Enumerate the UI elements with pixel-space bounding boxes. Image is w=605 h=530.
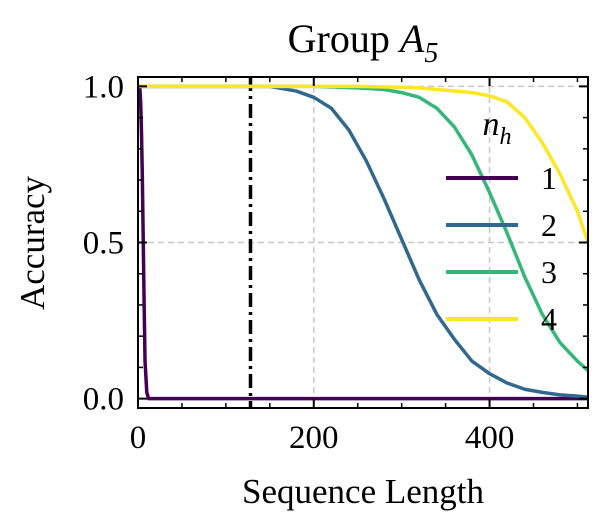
x-tick-label: 400 (465, 420, 515, 456)
legend-label-1: 1 (541, 160, 557, 196)
chart-title-text: Group (288, 16, 400, 61)
legend-title-sub: h (500, 124, 512, 150)
legend-label-4: 4 (541, 301, 557, 337)
series-line-3 (138, 84, 588, 372)
x-tick-label: 0 (130, 420, 147, 456)
legend: nh 1 2 3 4 (446, 106, 557, 337)
legend-label-2: 2 (541, 207, 557, 243)
legend-title: nh (483, 106, 512, 150)
x-axis-label: Sequence Length (242, 472, 484, 511)
y-axis-label: Accuracy (13, 175, 52, 310)
legend-label-3: 3 (541, 254, 557, 290)
series-line-4 (138, 84, 588, 244)
chart-title-subscript: 5 (424, 38, 438, 69)
grid-lines (138, 77, 588, 408)
chart-title-math: A (397, 16, 425, 61)
y-tick-label: 1.0 (83, 69, 124, 105)
y-tick-label: 0.0 (83, 382, 124, 418)
axes: 0 200 400 0.0 0.5 1.0 (83, 69, 589, 456)
series-line-2 (138, 84, 588, 399)
y-tick-label: 0.5 (83, 226, 124, 262)
chart-title: Group A5 (288, 16, 439, 69)
legend-title-main: n (483, 106, 500, 143)
x-tick-label: 200 (289, 420, 339, 456)
